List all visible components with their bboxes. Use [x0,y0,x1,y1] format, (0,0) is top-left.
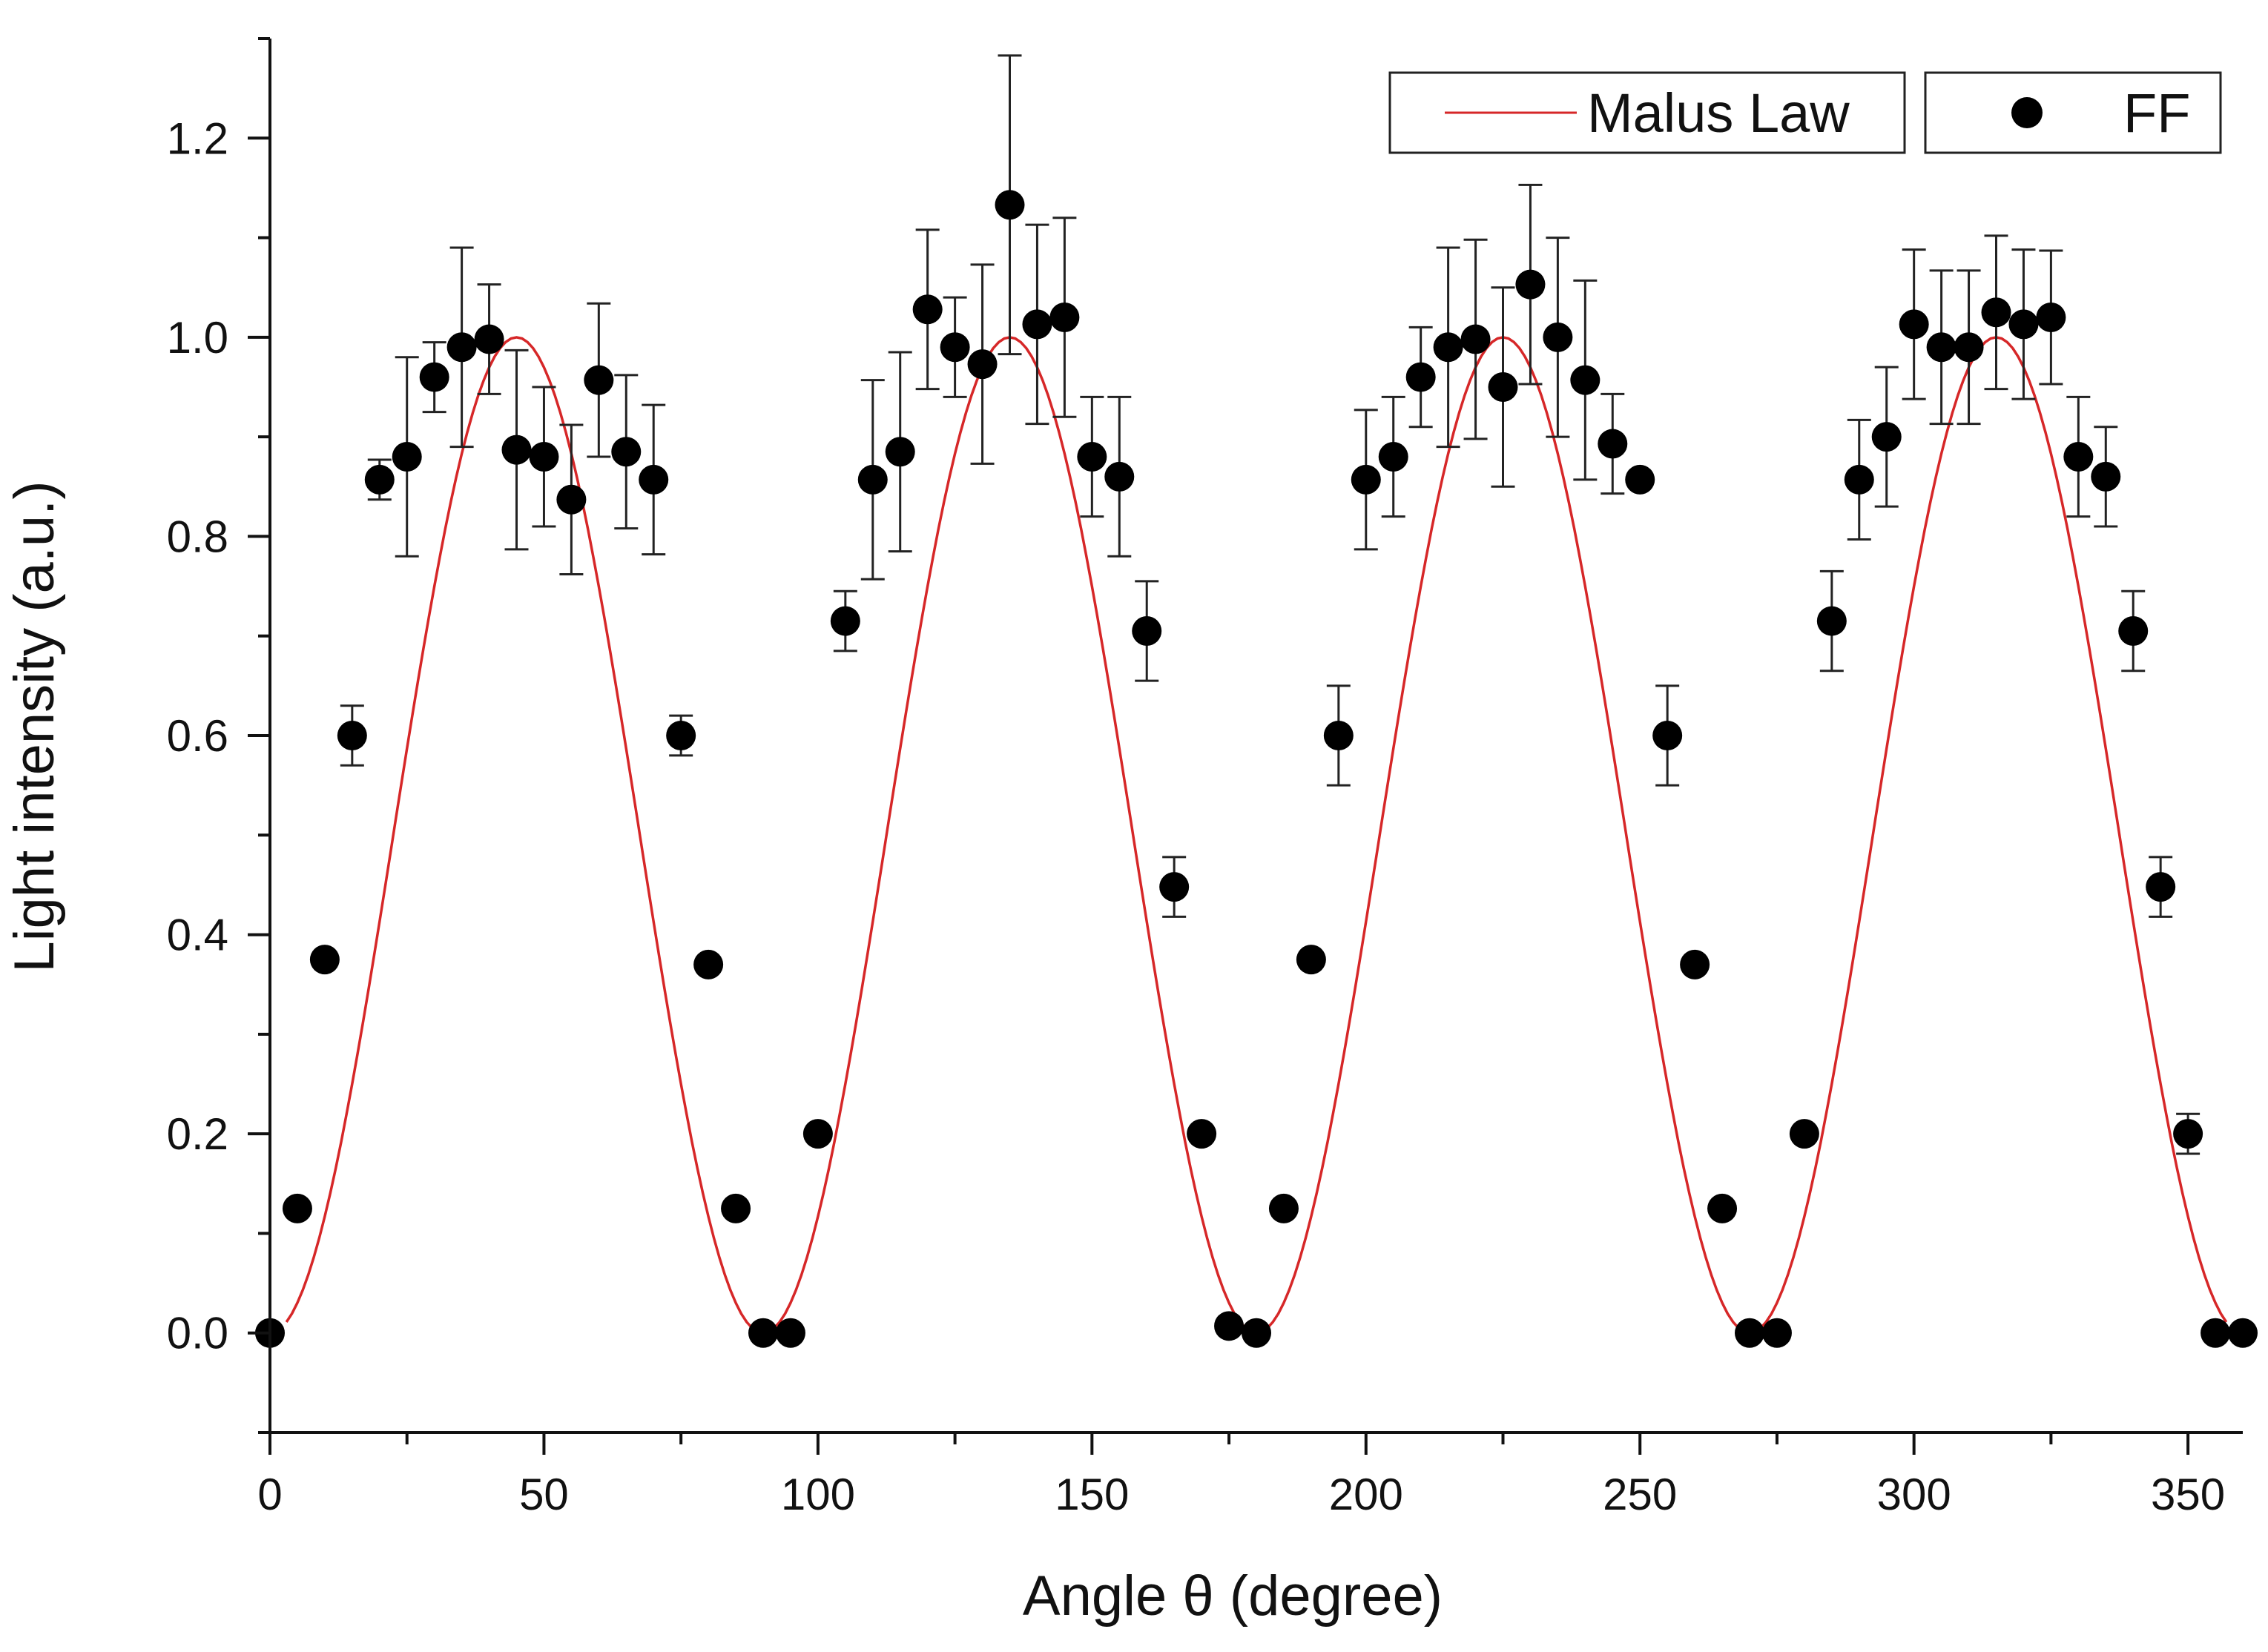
data-point [2228,1318,2258,1348]
data-point [995,190,1025,220]
data-point [2036,303,2066,332]
data-point [1899,309,1929,340]
data-point [419,362,449,392]
data-point [1323,721,1354,750]
legend: Malus Law FF [1388,71,2222,154]
data-point [2146,872,2176,902]
x-tick-label: 0 [257,1470,282,1519]
x-tick-label: 350 [2151,1470,2225,1519]
x-tick-label: 150 [1055,1470,1129,1519]
legend-marker-swatch [2011,97,2043,128]
x-tick-label: 50 [519,1470,569,1519]
data-point [830,606,860,636]
data-point [1871,422,1902,452]
data-point [1570,365,1601,395]
x-tick-label: 250 [1603,1470,1677,1519]
y-tick-label: 1.0 [167,313,228,363]
data-point [2008,309,2039,340]
data-point [1981,297,2011,328]
data-point [337,721,367,750]
data-point [1049,303,1080,332]
data-point [309,945,340,975]
data-point [1844,464,1874,495]
data-point [967,349,998,380]
y-axis-title: Light intensity (a.u.) [3,480,66,972]
data-point [2063,442,2094,472]
data-point [1077,442,1107,472]
data-point [912,294,943,325]
data-point [1652,721,1683,750]
data-point [1433,332,1463,363]
data-point [529,442,559,472]
data-point [1598,429,1628,459]
data-point [775,1318,805,1348]
plot-marks [255,54,2258,1348]
data-point [885,437,915,467]
y-tick-label: 0.0 [167,1309,228,1358]
data-point [802,1119,833,1149]
x-tick-label: 100 [781,1470,855,1519]
data-point [1242,1318,1271,1348]
data-point [940,332,970,363]
data-point [1460,324,1491,354]
data-point [282,1193,312,1223]
data-point [1268,1193,1299,1223]
data-point [1680,949,1710,979]
y-tick-label: 0.2 [167,1109,228,1159]
data-point [1104,461,1135,492]
data-point [1187,1119,1217,1149]
y-tick-label: 0.8 [167,512,228,561]
x-tick-label: 200 [1329,1470,1403,1519]
data-point [666,721,696,750]
data-point [364,464,395,495]
data-point [2201,1318,2231,1348]
data-point [693,949,724,979]
data-point [392,442,422,472]
y-tick-label: 1.2 [167,113,228,163]
data-point [1351,464,1381,495]
data-point [1022,309,1052,340]
data-point [556,484,587,515]
y-tick-label: 0.6 [167,711,228,761]
data-point [2091,461,2121,492]
data-point [1515,269,1546,300]
data-point [474,324,504,354]
x-axis-title: Angle θ (degree) [1023,1565,1443,1628]
data-point [1488,372,1518,402]
data-point [501,435,532,465]
axes: 0 50 100 150 200 250 300 350 0.0 0.2 0.4 0.6 0.8 1.0 1… [167,37,2243,1519]
data-point [1625,464,1655,495]
data-point [721,1193,751,1223]
data-point [1296,945,1326,975]
x-tick-label: 300 [1877,1470,1951,1519]
data-point [1735,1318,1764,1348]
data-point [1707,1193,1738,1223]
data-point [1159,872,1190,902]
data-point [1214,1311,1245,1341]
data-point [2173,1119,2203,1149]
data-point [748,1318,778,1348]
data-point [611,437,642,467]
legend-box-ff [1924,71,2222,154]
data-point [2118,616,2149,646]
data-point [857,464,888,495]
legend-label-ff: FF [2123,82,2190,144]
data-point [1816,606,1847,636]
data-point [639,464,669,495]
data-point [1954,332,1984,363]
data-point [1926,332,1957,363]
data-point [1132,616,1162,646]
data-point [1761,1318,1792,1348]
legend-label-malus: Malus Law [1587,82,1850,144]
data-point [1405,362,1436,392]
data-point [446,332,477,363]
data-point [1789,1119,1819,1149]
y-tick-label: 0.4 [167,911,228,960]
data-point [584,365,614,395]
data-point [1543,322,1573,352]
data-point [1378,442,1408,472]
